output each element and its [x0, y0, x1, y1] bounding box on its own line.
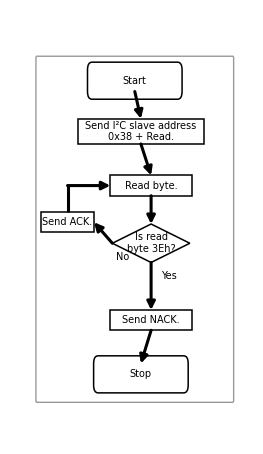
FancyBboxPatch shape [110, 310, 192, 331]
Text: No: No [117, 252, 130, 262]
Text: Send ACK.: Send ACK. [42, 217, 93, 227]
FancyBboxPatch shape [110, 175, 192, 196]
Polygon shape [112, 224, 190, 262]
FancyBboxPatch shape [94, 356, 188, 393]
Text: Send NACK.: Send NACK. [122, 315, 180, 325]
FancyBboxPatch shape [78, 119, 204, 144]
Text: Read byte.: Read byte. [125, 181, 178, 191]
Text: Send I²C slave address
0x38 + Read.: Send I²C slave address 0x38 + Read. [85, 121, 196, 142]
Text: Start: Start [123, 76, 147, 86]
Text: Is read
byte 3Eh?: Is read byte 3Eh? [127, 232, 175, 254]
FancyBboxPatch shape [41, 212, 94, 232]
FancyBboxPatch shape [88, 62, 182, 99]
FancyBboxPatch shape [36, 56, 234, 402]
Text: Yes: Yes [161, 271, 177, 281]
Text: Stop: Stop [130, 370, 152, 380]
